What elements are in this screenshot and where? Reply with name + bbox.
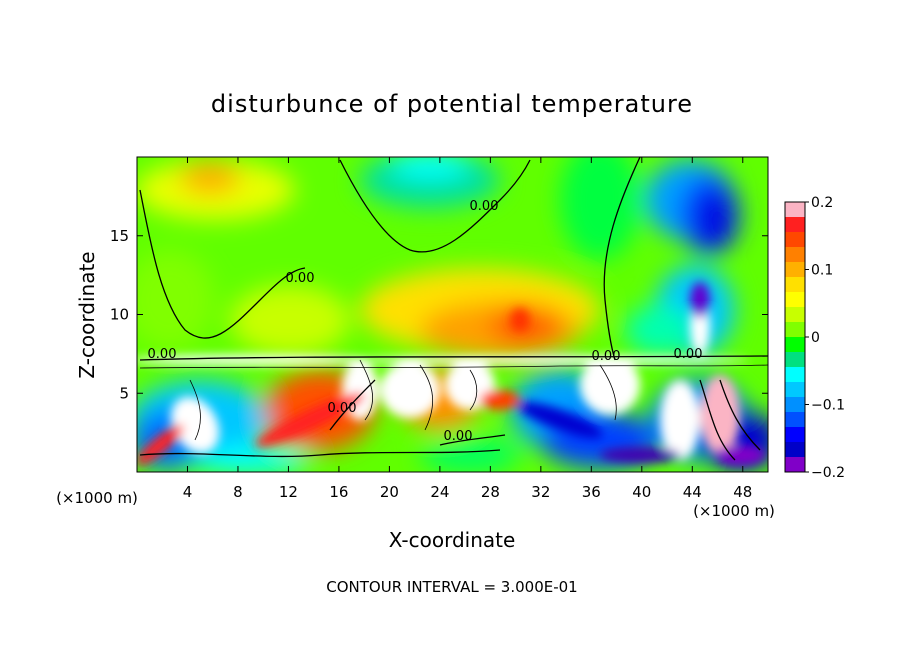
x-tick-label: 8	[233, 483, 243, 501]
colorbar-swatch	[785, 337, 805, 353]
colorbar-swatch	[785, 367, 805, 383]
colorbar-swatch	[785, 307, 805, 323]
colorbar-swatch	[785, 217, 805, 233]
x-tick-label: 40	[632, 483, 651, 501]
colorbar-swatch	[785, 412, 805, 428]
x-axis: 4 8 12 16 20 24 28 32 36 40 44 48	[183, 157, 752, 501]
x-tick-label: 28	[481, 483, 500, 501]
y-axis-label: Z-coordinate	[75, 251, 99, 378]
y-axis: 5 10 15	[110, 227, 768, 402]
contour-label: 0.00	[470, 199, 499, 214]
contour-label: 0.00	[148, 347, 177, 362]
x-tick-label: 12	[279, 483, 298, 501]
x-tick-label: 32	[531, 483, 550, 501]
x-tick-label: 4	[183, 483, 193, 501]
colorbar-swatch	[785, 352, 805, 368]
colorbar-tick-label: 0.1	[811, 263, 833, 279]
colorbar-swatch	[785, 382, 805, 398]
colorbar-swatch	[785, 427, 805, 443]
colorbar-tick-label: −0.2	[811, 465, 845, 481]
colorbar-swatch	[785, 457, 805, 473]
y-axis-unit: (×1000 m)	[693, 502, 775, 520]
colorbar-swatch	[785, 397, 805, 413]
plot-field	[137, 157, 768, 472]
colorbar-swatch	[785, 322, 805, 338]
contour-label: 0.00	[444, 429, 473, 444]
y-tick-label: 10	[110, 306, 129, 324]
y-tick-label: 15	[110, 227, 129, 245]
colorbar-tick-label: −0.1	[811, 398, 845, 414]
colorbar: 0.2 0.1 0 −0.1 −0.2	[784, 195, 845, 481]
x-tick-label: 48	[733, 483, 752, 501]
contour-label: 0.00	[592, 349, 621, 364]
x-tick-label: 20	[380, 483, 399, 501]
contour-label: 0.00	[674, 347, 703, 362]
colorbar-swatch	[785, 232, 805, 248]
colorbar-swatch	[785, 262, 805, 278]
x-tick-label: 16	[329, 483, 348, 501]
colorbar-swatch	[785, 202, 805, 218]
y-tick-label: 5	[119, 384, 129, 402]
x-axis-label: X-coordinate	[389, 528, 516, 552]
colorbar-tick-label: 0.2	[811, 195, 833, 211]
x-tick-label: 24	[430, 483, 449, 501]
colorbar-swatch	[785, 277, 805, 293]
contour-labels: 0.00 0.00 0.00 0.00 0.00 0.00 0.00	[148, 199, 703, 444]
x-axis-unit: (×1000 m)	[56, 489, 138, 507]
x-tick-label: 36	[582, 483, 601, 501]
contour-label: 0.00	[286, 271, 315, 286]
colorbar-swatch	[785, 292, 805, 308]
colorbar-tick-label: 0	[811, 330, 820, 346]
colorbar-swatch	[785, 442, 805, 458]
x-tick-label: 44	[683, 483, 702, 501]
chart-title: disturbunce of potential temperature	[211, 90, 693, 118]
contour-label: 0.00	[328, 401, 357, 416]
colorbar-swatch	[785, 247, 805, 263]
contour-interval-note: CONTOUR INTERVAL = 3.000E-01	[326, 578, 577, 596]
